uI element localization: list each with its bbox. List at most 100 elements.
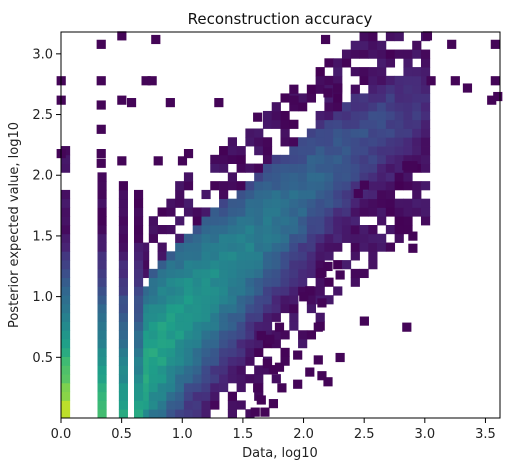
- heatmap-cell: [227, 347, 237, 357]
- heatmap-cell: [298, 154, 308, 164]
- heatmap-cell: [280, 207, 290, 217]
- heatmap-cell: [157, 409, 167, 419]
- heatmap-column-cell: [134, 339, 144, 349]
- heatmap-cell: [385, 110, 396, 121]
- heatmap-sparse-cell: [256, 331, 266, 341]
- heatmap-cell: [140, 382, 150, 393]
- heatmap-cell: [271, 312, 281, 322]
- heatmap-cell: [394, 32, 404, 42]
- heatmap-column-cell: [118, 251, 128, 261]
- heatmap-cell: [324, 251, 334, 261]
- heatmap-cell: [350, 277, 360, 287]
- heatmap-cell: [262, 181, 273, 191]
- heatmap-cell: [289, 189, 299, 200]
- heatmap-cell: [183, 295, 194, 305]
- heatmap-cell: [341, 119, 352, 129]
- heatmap-cell: [333, 242, 343, 252]
- heatmap-cell: [262, 172, 273, 182]
- heatmap-cell: [245, 198, 255, 208]
- heatmap-cell: [306, 216, 317, 226]
- heatmap-cell: [157, 365, 167, 375]
- heatmap-cell: [298, 181, 308, 191]
- heatmap-column-cell: [61, 365, 71, 375]
- heatmap-cell: [271, 251, 281, 261]
- heatmap-column-cell: [97, 339, 107, 349]
- heatmap-sparse-cell: [320, 34, 331, 45]
- heatmap-cell: [341, 49, 352, 59]
- heatmap-column-cell: [97, 409, 107, 419]
- heatmap-cell: [385, 32, 396, 42]
- heatmap-cell: [166, 312, 176, 322]
- heatmap-cell: [359, 110, 369, 121]
- heatmap-cell: [324, 58, 334, 68]
- heatmap-cell: [210, 303, 220, 314]
- heatmap-cell: [341, 216, 352, 226]
- heatmap-cell: [333, 58, 343, 68]
- heatmap-column-cell: [134, 233, 144, 243]
- heatmap-column-cell: [61, 391, 71, 401]
- heatmap-column-cell: [61, 189, 71, 200]
- heatmap-cell: [262, 365, 273, 375]
- heatmap-cell: [201, 400, 211, 410]
- heatmap-cell: [201, 260, 211, 270]
- heatmap-cell: [183, 330, 194, 340]
- heatmap-cell: [183, 233, 194, 243]
- heatmap-cell: [420, 102, 431, 112]
- heatmap-cell: [315, 172, 325, 182]
- heatmap-cell: [254, 286, 264, 296]
- heatmap-cell: [236, 339, 246, 349]
- heatmap-sparse-cell: [353, 189, 363, 199]
- heatmap-column-cell: [61, 225, 71, 235]
- heatmap-cell: [245, 128, 255, 138]
- heatmap-cell: [201, 330, 211, 340]
- heatmap-cell: [227, 207, 237, 217]
- heatmap-cell: [377, 163, 387, 173]
- heatmap-cell: [166, 277, 176, 287]
- heatmap-cell: [324, 233, 334, 243]
- heatmap-cell: [306, 295, 317, 305]
- heatmap-cell: [254, 295, 264, 305]
- heatmap-cell: [350, 198, 360, 208]
- heatmap-cell: [280, 163, 290, 173]
- heatmap-cell: [157, 400, 167, 410]
- heatmap-cell: [219, 339, 229, 349]
- heatmap-cell: [192, 268, 202, 279]
- heatmap-cell: [394, 49, 404, 59]
- heatmap-cell: [201, 295, 211, 305]
- heatmap-cell: [289, 268, 299, 279]
- heatmap-cell: [394, 146, 404, 156]
- heatmap-cell: [289, 198, 299, 208]
- heatmap-sparse-cell: [335, 352, 345, 363]
- heatmap-cell: [236, 207, 246, 217]
- heatmap-cell: [183, 382, 194, 393]
- heatmap-cell: [227, 321, 237, 331]
- heatmap-cell: [210, 400, 220, 410]
- heatmap-cell: [289, 216, 299, 226]
- heatmap-cell: [227, 233, 237, 243]
- heatmap-cell: [403, 67, 413, 77]
- heatmap-column-cell: [118, 260, 128, 270]
- heatmap-cell: [183, 207, 194, 217]
- heatmap-cell: [324, 207, 334, 217]
- heatmap-column-cell: [118, 312, 128, 322]
- heatmap-cell: [420, 198, 431, 208]
- heatmap-cell: [148, 312, 158, 322]
- heatmap-cell: [254, 312, 264, 322]
- heatmap-cell: [201, 242, 211, 252]
- heatmap-cell: [350, 119, 360, 129]
- heatmap-cell: [289, 119, 299, 129]
- heatmap-cell: [333, 225, 343, 235]
- heatmap-cell: [254, 374, 264, 384]
- heatmap-cell: [254, 146, 264, 156]
- heatmap-cell: [271, 216, 281, 226]
- heatmap-cell: [385, 163, 396, 173]
- heatmap-cell: [227, 242, 237, 252]
- heatmap-cell: [333, 102, 343, 112]
- heatmap-cell: [201, 374, 211, 384]
- heatmap-sparse-cell: [268, 365, 279, 375]
- heatmap-cell: [210, 374, 220, 384]
- heatmap-cell: [350, 207, 360, 217]
- heatmap-cell: [403, 93, 413, 103]
- heatmap-cell: [227, 286, 237, 296]
- y-tick-label: 2.0: [32, 169, 53, 184]
